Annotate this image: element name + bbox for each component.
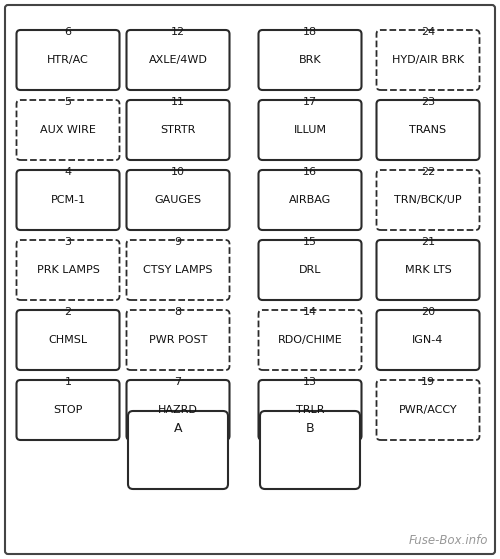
- FancyBboxPatch shape: [16, 30, 120, 90]
- Text: 24: 24: [421, 27, 435, 37]
- Text: 11: 11: [171, 97, 185, 107]
- FancyBboxPatch shape: [376, 30, 480, 90]
- Text: B: B: [306, 421, 314, 434]
- Text: 10: 10: [171, 167, 185, 177]
- Text: HTR/AC: HTR/AC: [47, 55, 89, 65]
- Text: GAUGES: GAUGES: [154, 195, 202, 205]
- FancyBboxPatch shape: [16, 310, 120, 370]
- Text: PWR/ACCY: PWR/ACCY: [398, 405, 458, 415]
- Text: PWR POST: PWR POST: [149, 335, 207, 345]
- Text: DRL: DRL: [299, 265, 321, 275]
- FancyBboxPatch shape: [258, 30, 362, 90]
- Text: 6: 6: [64, 27, 71, 37]
- Text: HYD/AIR BRK: HYD/AIR BRK: [392, 55, 464, 65]
- FancyBboxPatch shape: [16, 240, 120, 300]
- FancyBboxPatch shape: [16, 100, 120, 160]
- Text: 9: 9: [174, 237, 182, 247]
- Text: AIRBAG: AIRBAG: [289, 195, 331, 205]
- Text: IGN-4: IGN-4: [412, 335, 444, 345]
- Text: 2: 2: [64, 307, 71, 317]
- Text: 1: 1: [64, 377, 71, 387]
- FancyBboxPatch shape: [16, 380, 120, 440]
- Text: 7: 7: [174, 377, 182, 387]
- FancyBboxPatch shape: [126, 170, 230, 230]
- Text: 3: 3: [64, 237, 71, 247]
- Text: 19: 19: [421, 377, 435, 387]
- FancyBboxPatch shape: [126, 310, 230, 370]
- Text: 20: 20: [421, 307, 435, 317]
- FancyBboxPatch shape: [16, 170, 120, 230]
- FancyBboxPatch shape: [258, 100, 362, 160]
- Text: 8: 8: [174, 307, 182, 317]
- FancyBboxPatch shape: [126, 240, 230, 300]
- FancyBboxPatch shape: [376, 100, 480, 160]
- Text: 22: 22: [421, 167, 435, 177]
- Text: PRK LAMPS: PRK LAMPS: [36, 265, 100, 275]
- Text: 21: 21: [421, 237, 435, 247]
- Text: Fuse-Box.info: Fuse-Box.info: [408, 534, 488, 547]
- FancyBboxPatch shape: [376, 380, 480, 440]
- Text: 23: 23: [421, 97, 435, 107]
- Text: HAZRD: HAZRD: [158, 405, 198, 415]
- Text: AUX WIRE: AUX WIRE: [40, 125, 96, 135]
- Text: 18: 18: [303, 27, 317, 37]
- Text: 17: 17: [303, 97, 317, 107]
- Text: RDO/CHIME: RDO/CHIME: [278, 335, 342, 345]
- Text: STRTR: STRTR: [160, 125, 196, 135]
- Text: ILLUM: ILLUM: [294, 125, 326, 135]
- FancyBboxPatch shape: [258, 380, 362, 440]
- FancyBboxPatch shape: [5, 5, 495, 554]
- Text: A: A: [174, 421, 182, 434]
- FancyBboxPatch shape: [126, 100, 230, 160]
- FancyBboxPatch shape: [126, 380, 230, 440]
- FancyBboxPatch shape: [376, 170, 480, 230]
- FancyBboxPatch shape: [376, 310, 480, 370]
- Text: 12: 12: [171, 27, 185, 37]
- FancyBboxPatch shape: [128, 411, 228, 489]
- FancyBboxPatch shape: [258, 240, 362, 300]
- Text: TRN/BCK/UP: TRN/BCK/UP: [394, 195, 462, 205]
- Text: 16: 16: [303, 167, 317, 177]
- Text: TRLR: TRLR: [296, 405, 324, 415]
- Text: BRK: BRK: [298, 55, 322, 65]
- Text: PCM-1: PCM-1: [50, 195, 86, 205]
- Text: CHMSL: CHMSL: [48, 335, 88, 345]
- Text: STOP: STOP: [54, 405, 82, 415]
- Text: CTSY LAMPS: CTSY LAMPS: [144, 265, 213, 275]
- FancyBboxPatch shape: [258, 170, 362, 230]
- Text: AXLE/4WD: AXLE/4WD: [148, 55, 208, 65]
- Text: TRANS: TRANS: [410, 125, 447, 135]
- Text: 15: 15: [303, 237, 317, 247]
- FancyBboxPatch shape: [260, 411, 360, 489]
- FancyBboxPatch shape: [258, 310, 362, 370]
- Text: 13: 13: [303, 377, 317, 387]
- FancyBboxPatch shape: [376, 240, 480, 300]
- Text: 4: 4: [64, 167, 71, 177]
- Text: 14: 14: [303, 307, 317, 317]
- Text: MRK LTS: MRK LTS: [404, 265, 452, 275]
- FancyBboxPatch shape: [126, 30, 230, 90]
- Text: 5: 5: [64, 97, 71, 107]
